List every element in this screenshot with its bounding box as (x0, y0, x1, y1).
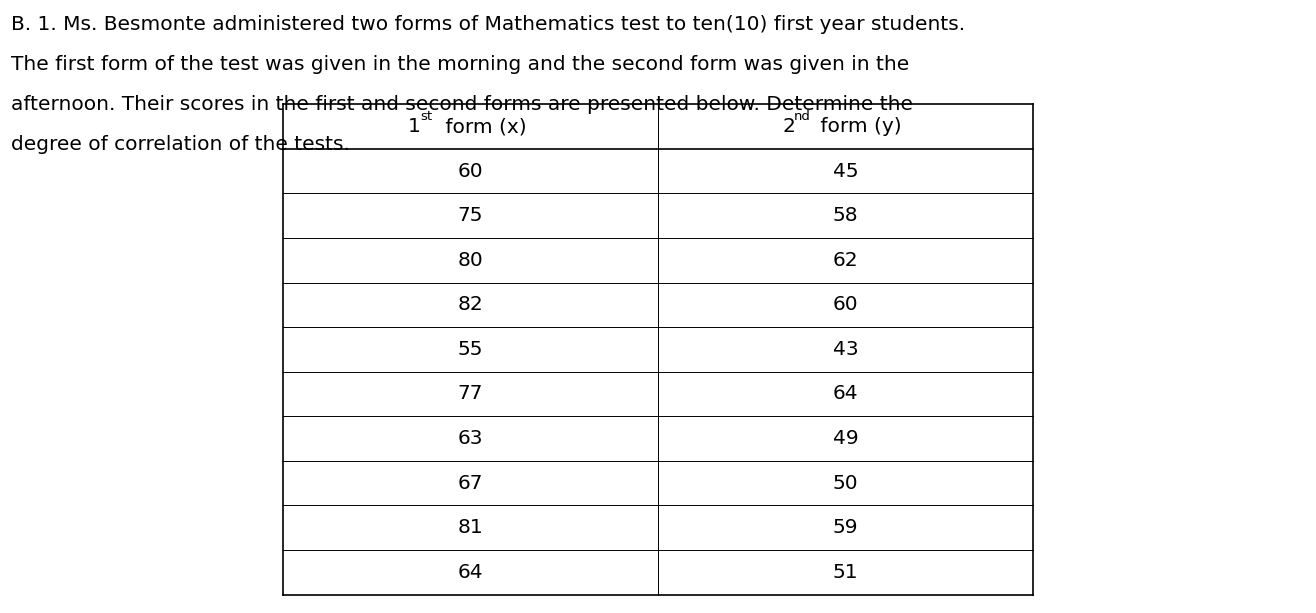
Text: 80: 80 (458, 251, 483, 270)
Text: 64: 64 (833, 384, 858, 403)
Text: 60: 60 (833, 295, 858, 314)
Text: 50: 50 (833, 474, 858, 493)
Text: 67: 67 (458, 474, 483, 493)
Text: 2: 2 (783, 117, 796, 136)
Text: 81: 81 (458, 518, 483, 537)
Text: 43: 43 (833, 340, 858, 359)
Text: 64: 64 (458, 563, 483, 582)
Text: 59: 59 (833, 518, 858, 537)
Text: 62: 62 (833, 251, 858, 270)
Text: 77: 77 (458, 384, 483, 403)
Text: 49: 49 (833, 429, 858, 448)
Text: 82: 82 (458, 295, 483, 314)
Text: afternoon. Their scores in the first and second forms are presented below. Deter: afternoon. Their scores in the first and… (11, 95, 912, 114)
Text: 2: 2 (840, 117, 851, 136)
Text: form (x): form (x) (440, 117, 526, 136)
Text: form (y): form (y) (815, 117, 901, 136)
Text: 63: 63 (458, 429, 483, 448)
Text: 75: 75 (458, 206, 483, 225)
Text: 1: 1 (408, 117, 421, 136)
Text: 58: 58 (833, 206, 858, 225)
Text: 60: 60 (458, 162, 483, 181)
Text: 55: 55 (458, 340, 483, 359)
Text: st: st (421, 110, 433, 123)
Text: The first form of the test was given in the morning and the second form was give: The first form of the test was given in … (11, 55, 909, 74)
Text: 45: 45 (833, 162, 858, 181)
Text: degree of correlation of the tests.: degree of correlation of the tests. (11, 135, 350, 154)
Text: 1: 1 (465, 117, 476, 136)
Text: nd: nd (794, 110, 811, 123)
Text: B. 1. Ms. Besmonte administered two forms of Mathematics test to ten(10) first y: B. 1. Ms. Besmonte administered two form… (11, 15, 965, 34)
Text: 51: 51 (833, 563, 858, 582)
